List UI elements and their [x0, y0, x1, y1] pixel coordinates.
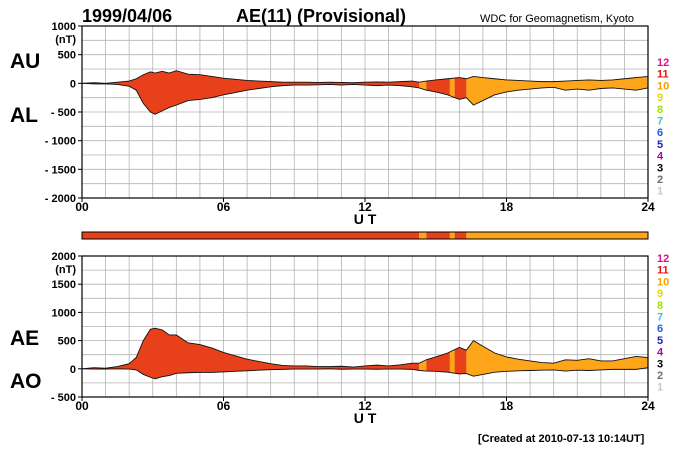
- date-title: 1999/04/06: [82, 6, 172, 26]
- lower-series-label: AL: [10, 104, 38, 127]
- legend-station-count: 6: [657, 323, 663, 335]
- legend-station-count: 1: [657, 186, 663, 198]
- created-footer: [Created at 2010-07-13 10:14UT]: [478, 433, 645, 445]
- upper-series-label: AU: [10, 50, 40, 73]
- x-tick-label: 24: [641, 200, 655, 214]
- legend-station-count: 7: [657, 116, 663, 128]
- upper-envelope-line: [81, 327, 649, 370]
- x-tick-label: 18: [500, 399, 514, 413]
- x-tick-label: 12: [358, 399, 372, 413]
- y-unit-label: (nT): [55, 34, 76, 46]
- x-tick-label: 00: [75, 200, 89, 214]
- x-tick-label: 06: [217, 200, 231, 214]
- fill-segment: [449, 70, 455, 115]
- fill-segment: [449, 328, 455, 379]
- y-tick-label: 1000: [52, 21, 76, 33]
- legend-station-count: 10: [657, 276, 669, 288]
- lower-series-label: AO: [10, 370, 42, 393]
- index-title: AE(11) (Provisional): [236, 6, 406, 26]
- y-unit-label: (nT): [55, 264, 76, 276]
- station-bar-segment: [419, 232, 427, 239]
- fill-segment: [454, 70, 467, 115]
- station-bar-segment: [454, 232, 467, 239]
- y-tick-label: 2000: [52, 251, 76, 263]
- legend-station-count: 2: [657, 174, 663, 186]
- station-bar-segment: [449, 232, 455, 239]
- legend-station-count: 6: [657, 127, 663, 139]
- y-tick-label: 1500: [52, 279, 76, 291]
- y-tick-label: 500: [58, 50, 76, 62]
- y-tick-label: - 1500: [45, 164, 76, 176]
- legend-station-count: 5: [657, 139, 663, 151]
- legend-station-count: 4: [657, 151, 664, 163]
- legend-station-count: 8: [657, 300, 663, 312]
- x-tick-label: 12: [358, 200, 372, 214]
- fill-segment: [454, 328, 467, 379]
- y-tick-label: 1000: [52, 307, 76, 319]
- x-tick-label: 06: [217, 399, 231, 413]
- station-bar-frame: [81, 231, 649, 240]
- legend-station-count: 3: [657, 162, 663, 174]
- y-tick-label: - 500: [51, 392, 76, 404]
- x-tick-label: 00: [75, 399, 89, 413]
- y-tick-label: 0: [70, 78, 76, 90]
- source-label: WDC for Geomagnetism, Kyoto: [480, 13, 634, 25]
- x-tick-label: 18: [500, 200, 514, 214]
- station-bar-segment: [426, 232, 450, 239]
- x-tick-label: 24: [641, 399, 655, 413]
- legend-station-count: 8: [657, 104, 663, 116]
- lower-envelope-line: [81, 82, 649, 115]
- legend-station-count: 2: [657, 370, 663, 382]
- y-tick-label: 500: [58, 336, 76, 348]
- y-tick-label: - 2000: [45, 193, 76, 205]
- upper-envelope-line: [81, 70, 649, 84]
- legend-station-count: 9: [657, 288, 663, 300]
- x-axis-label: U T: [354, 410, 377, 426]
- legend-station-count: 4: [657, 347, 664, 359]
- station-bar-segment: [82, 232, 420, 239]
- lower-envelope-line: [81, 367, 649, 380]
- y-tick-label: - 1000: [45, 136, 76, 148]
- legend-station-count: 11: [657, 265, 669, 277]
- legend-station-count: 12: [657, 253, 669, 265]
- legend-station-count: 10: [657, 80, 669, 92]
- y-tick-label: 0: [70, 364, 76, 376]
- legend-station-count: 3: [657, 358, 663, 370]
- station-bar-segment: [466, 232, 648, 239]
- upper-series-label: AE: [10, 327, 39, 350]
- x-axis-label: U T: [354, 211, 377, 227]
- ae-ao-panel: 2000 1500 1000 500 0 - 500 (nT) 00 06 12 18 24 U T AE…: [10, 251, 655, 426]
- y-tick-label: - 500: [51, 107, 76, 119]
- legend-station-count: 5: [657, 335, 663, 347]
- legend-station-count: 7: [657, 312, 663, 324]
- au-al-panel: 1000 500 0 - 500 - 1000 - 1500 - 2000 (nT) 00 06 1…: [10, 21, 655, 227]
- legend-station-count: 11: [657, 69, 669, 81]
- station-count-bar: [81, 231, 649, 240]
- legend-station-count: 12: [657, 57, 669, 69]
- legend-station-count: 1: [657, 382, 663, 394]
- legend-station-count: 9: [657, 92, 663, 104]
